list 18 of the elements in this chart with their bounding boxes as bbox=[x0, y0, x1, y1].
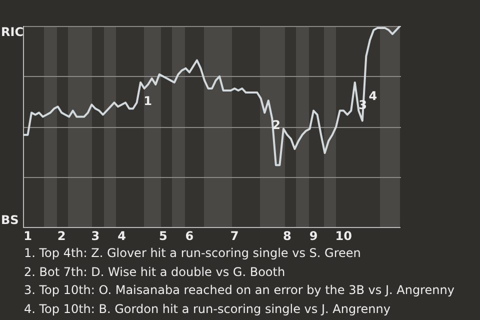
x-tick-label: 1 bbox=[24, 228, 32, 243]
text: RIC bbox=[1, 25, 24, 39]
x-tick-label: 10 bbox=[335, 228, 352, 243]
annotation: 4 bbox=[368, 88, 378, 103]
text: 3. Top 10th: O. Maisanaba reached on an error by the 3B vs J. Angrenny bbox=[24, 282, 454, 299]
x-tick-label: 8 bbox=[283, 228, 292, 243]
x-tick-label: 2 bbox=[57, 228, 66, 243]
text: 1. Top 4th: Z. Glover hit a run-scoring single vs S. Green bbox=[24, 245, 362, 262]
text: BS bbox=[1, 212, 19, 227]
x-tick-label: 9 bbox=[309, 228, 318, 243]
x-tick-label: 3 bbox=[91, 228, 100, 243]
text: 4. Top 10th: B. Gordon hit a run-scoring single vs J. Angrenny bbox=[24, 300, 392, 318]
text: 2. Bot 7th: D. Wise hit a double vs G. Booth bbox=[24, 264, 286, 280]
x-tick-label: 4 bbox=[118, 228, 126, 243]
x-tick-label: 7 bbox=[230, 228, 239, 243]
x-tick-label: 5 bbox=[158, 228, 168, 243]
x-tick-label: 6 bbox=[185, 228, 194, 243]
annotation: 1 bbox=[144, 94, 152, 108]
